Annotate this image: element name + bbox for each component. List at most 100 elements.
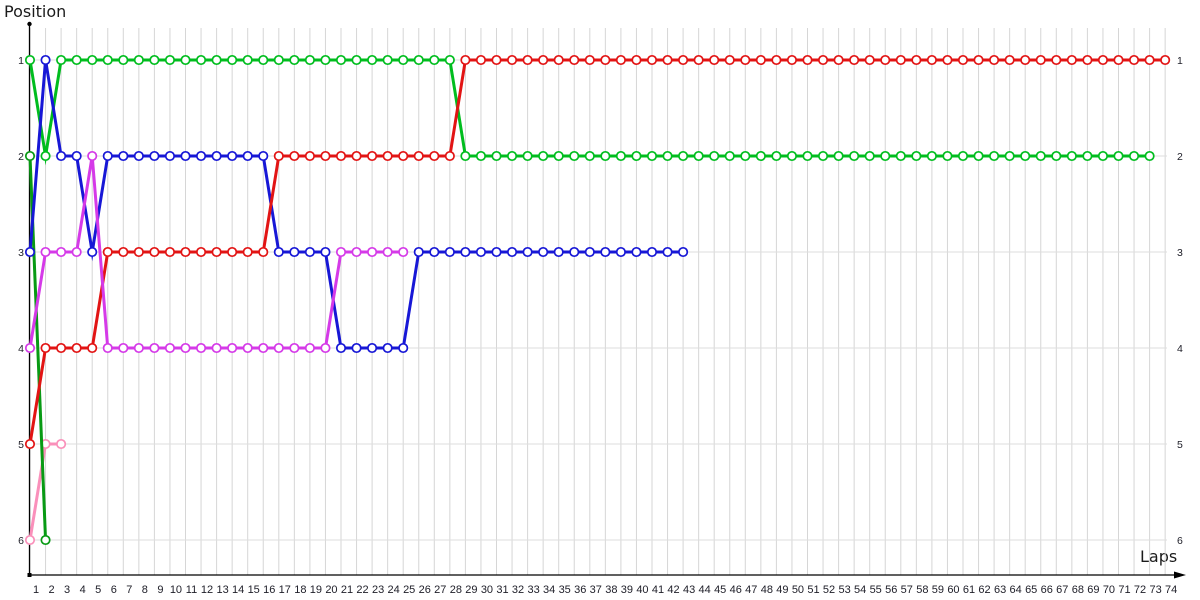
- data-point-magenta: [367, 246, 378, 258]
- data-point-red: [973, 54, 984, 66]
- data-point-green: [211, 54, 222, 66]
- data-point-red: [320, 150, 331, 162]
- data-point-blue: [382, 342, 393, 354]
- data-point-green: [367, 54, 378, 66]
- data-point-green: [740, 150, 751, 162]
- lap-tick-label: 43: [683, 584, 695, 596]
- data-point-pink: [24, 534, 36, 546]
- data-point-magenta: [273, 342, 284, 354]
- data-point-green: [1051, 150, 1062, 162]
- position-tick-label-right: 5: [1177, 439, 1183, 451]
- lap-tick-label: 17: [279, 584, 291, 596]
- data-point-red: [211, 246, 222, 258]
- data-point-green: [506, 150, 518, 162]
- data-point-green: [942, 150, 953, 162]
- position-tick-labels-left: 1 2 3 4 5 6: [18, 55, 24, 547]
- data-point-green: [522, 150, 533, 162]
- data-point-magenta: [320, 342, 331, 354]
- data-point-green: [957, 150, 969, 162]
- position-tick-label-right: 3: [1177, 247, 1183, 259]
- data-point-magenta: [180, 342, 191, 354]
- data-point-green: [475, 150, 486, 162]
- data-point-green: [1129, 150, 1140, 162]
- data-point-blue: [460, 246, 471, 258]
- data-point-blue: [413, 246, 424, 258]
- lap-tick-label: 58: [916, 584, 928, 596]
- data-point-red: [1097, 54, 1108, 66]
- lap-tick-label: 11: [186, 584, 197, 596]
- lap-tick-label: 28: [450, 584, 462, 596]
- data-point-red: [522, 54, 533, 66]
- data-point-red: [786, 54, 797, 66]
- lap-tick-label: 62: [978, 584, 990, 596]
- data-point-red: [1051, 54, 1062, 66]
- data-point-magenta: [56, 246, 67, 258]
- data-point-red: [771, 54, 782, 66]
- data-point-green: [398, 54, 409, 66]
- lap-tick-label: 57: [901, 584, 913, 596]
- data-point-red: [1160, 54, 1171, 66]
- lap-tick-label: 29: [465, 584, 477, 596]
- lap-tick-label: 7: [126, 584, 132, 596]
- data-point-red: [258, 246, 269, 258]
- data-point-blue: [133, 150, 144, 162]
- lap-tick-label: 23: [372, 584, 384, 596]
- lap-tick-label: 48: [761, 584, 773, 596]
- data-point-red: [538, 54, 549, 66]
- data-point-magenta: [351, 246, 362, 258]
- lap-tick-label: 49: [776, 584, 788, 596]
- position-tick-labels-right: 1 2 3 4 5 6: [1177, 55, 1183, 547]
- series-pink: [24, 438, 67, 546]
- position-tick-label-left: 4: [18, 343, 24, 355]
- data-point-green: [662, 150, 673, 162]
- data-point-green: [584, 150, 595, 162]
- data-point-blue: [522, 246, 533, 258]
- data-point-green: [304, 54, 315, 66]
- data-point-green: [429, 54, 440, 66]
- data-point-blue: [398, 342, 409, 354]
- data-point-dark-green: [40, 534, 51, 546]
- data-point-red: [24, 438, 36, 450]
- data-point-magenta: [133, 342, 144, 354]
- data-point-green: [802, 150, 813, 162]
- data-point-green: [631, 150, 642, 162]
- lap-tick-label: 6: [111, 584, 117, 596]
- lap-tick-label: 32: [512, 584, 524, 596]
- data-point-green: [87, 54, 98, 66]
- data-point-blue: [242, 150, 253, 162]
- data-point-red: [1082, 54, 1093, 66]
- data-point-green: [646, 150, 658, 162]
- data-point-green: [273, 54, 284, 66]
- data-point-red: [398, 150, 409, 162]
- lap-tick-label: 9: [157, 584, 163, 596]
- data-point-magenta: [211, 342, 222, 354]
- lap-tick-label: 15: [248, 584, 260, 596]
- data-point-red: [227, 246, 238, 258]
- data-point-red: [491, 54, 502, 66]
- data-point-red: [87, 342, 98, 354]
- data-point-red: [1004, 54, 1015, 66]
- data-point-red: [833, 54, 844, 66]
- lap-tick-label: 59: [932, 584, 944, 596]
- series-red: [24, 54, 1171, 450]
- data-point-red: [880, 54, 891, 66]
- data-point-green: [491, 150, 502, 162]
- data-point-green: [1020, 150, 1031, 162]
- lap-tick-label: 50: [792, 584, 804, 596]
- lap-tick-label: 18: [294, 584, 306, 596]
- data-point-magenta: [196, 342, 207, 354]
- data-point-red: [631, 54, 642, 66]
- data-point-blue: [40, 54, 51, 66]
- position-tick-label-right: 6: [1177, 535, 1183, 547]
- lap-tick-label: 42: [667, 584, 679, 596]
- data-point-green: [335, 54, 347, 66]
- data-point-red: [989, 54, 1000, 66]
- data-point-red: [724, 54, 735, 66]
- data-point-red: [118, 246, 129, 258]
- data-point-red: [102, 246, 113, 258]
- axis-origin-dot: [27, 573, 32, 577]
- data-point-pink: [56, 438, 67, 450]
- data-point-green: [538, 150, 549, 162]
- lap-tick-label: 61: [963, 584, 975, 596]
